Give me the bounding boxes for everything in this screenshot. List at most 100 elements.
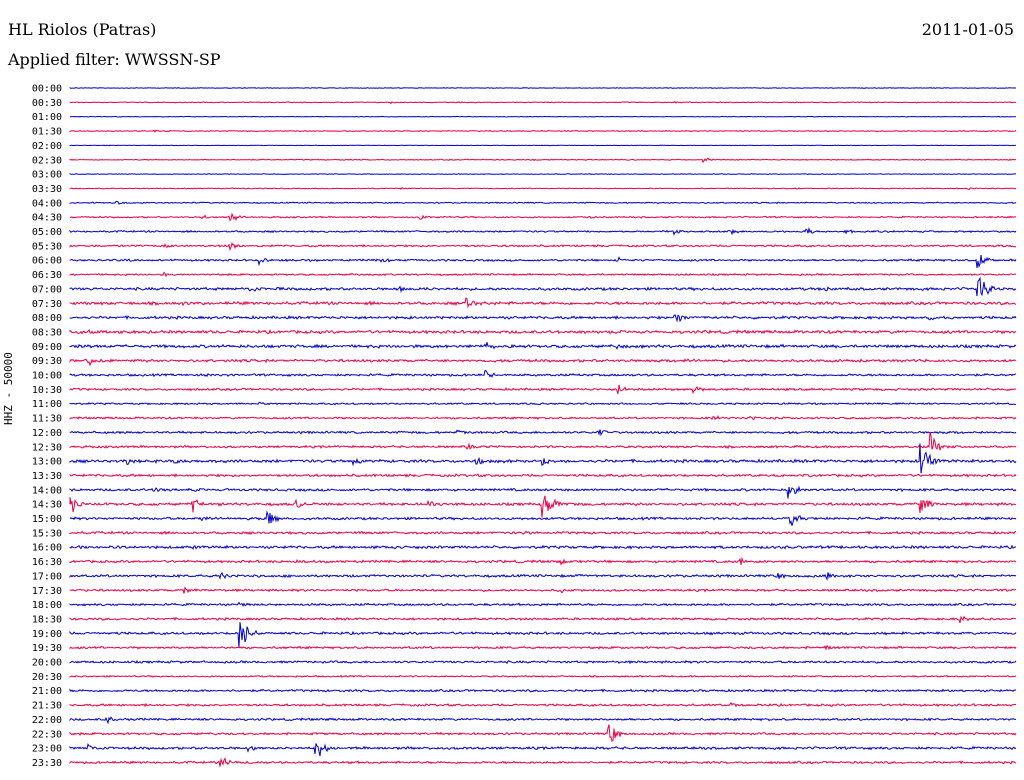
trace-line — [69, 586, 1017, 594]
tick-label: 10:30 — [32, 385, 62, 396]
trace-line — [69, 314, 1017, 323]
trace-line — [69, 297, 1017, 309]
trace-line — [69, 716, 1016, 725]
filter-label: Applied filter: WWSSN-SP — [8, 50, 221, 69]
trace-line — [69, 530, 1016, 536]
tick-label: 23:00 — [32, 744, 62, 755]
trace-line — [69, 401, 1017, 406]
trace-line — [69, 384, 1017, 395]
trace-line — [69, 226, 1017, 236]
tick-label: 18:30 — [32, 614, 62, 625]
tick-label: 03:00 — [32, 170, 62, 181]
trace-line — [69, 622, 1017, 648]
tick-label: 09:30 — [32, 356, 62, 367]
tick-label: 20:30 — [32, 672, 62, 683]
trace-line — [69, 544, 1017, 550]
tick-label: 11:30 — [32, 414, 62, 425]
trace-line — [69, 510, 1017, 526]
trace-line — [69, 431, 1017, 451]
trace-line — [69, 556, 1017, 566]
trace-line — [69, 173, 1017, 175]
tick-label: 01:30 — [32, 127, 62, 138]
tick-label: 23:30 — [32, 758, 62, 769]
trace-line — [69, 659, 1017, 665]
tick-label: 14:00 — [32, 485, 62, 496]
trace-line — [69, 370, 1017, 378]
tick-label: 22:30 — [32, 729, 62, 740]
tick-label: 07:30 — [32, 299, 62, 310]
trace-line — [69, 200, 1017, 205]
trace-line — [69, 742, 1017, 757]
tick-label: 00:30 — [32, 98, 62, 109]
tick-label: 18:00 — [32, 600, 62, 611]
trace-line — [69, 701, 1017, 708]
tick-label: 05:30 — [32, 241, 62, 252]
trace-group — [69, 87, 1017, 767]
trace-line — [69, 87, 1016, 89]
trace-line — [69, 100, 1017, 105]
tick-label: 07:00 — [32, 284, 62, 295]
tick-label: 05:00 — [32, 227, 62, 238]
trace-line — [69, 242, 1017, 252]
trace-line — [69, 414, 1017, 421]
trace-line — [69, 342, 1017, 350]
trace-line — [69, 129, 1017, 133]
trace-line — [69, 674, 1017, 679]
tick-label: 22:00 — [32, 715, 62, 726]
tick-label: 08:00 — [32, 313, 62, 324]
trace-line — [69, 443, 1017, 474]
tick-label: 06:30 — [32, 270, 62, 281]
tick-label: 15:30 — [32, 528, 62, 539]
tick-label: 16:00 — [32, 543, 62, 554]
tick-label: 19:30 — [32, 643, 62, 654]
tick-label: 08:30 — [32, 327, 62, 338]
trace-line — [69, 757, 1017, 767]
trace-line — [69, 688, 1017, 693]
trace-line — [69, 495, 1017, 518]
trace-line — [69, 644, 1017, 651]
trace-line — [69, 429, 1017, 437]
tick-label: 04:00 — [32, 198, 62, 209]
tick-label: 16:30 — [32, 557, 62, 568]
trace-line — [69, 615, 1017, 624]
trace-line — [69, 473, 1017, 478]
trace-line — [69, 329, 1016, 335]
tick-label: 02:00 — [32, 141, 62, 152]
tick-label: 15:00 — [32, 514, 62, 525]
trace-line — [69, 187, 1017, 191]
tick-label: 17:00 — [32, 571, 62, 582]
tick-label: 10:00 — [32, 371, 62, 382]
trace-line — [69, 115, 1017, 118]
tick-label: 19:00 — [32, 629, 62, 640]
tick-label: 04:30 — [32, 213, 62, 224]
tick-label: 06:00 — [32, 256, 62, 267]
trace-line — [69, 485, 1017, 499]
trace-line — [69, 255, 1017, 269]
tick-label: 17:30 — [32, 586, 62, 597]
tick-label: 20:00 — [32, 658, 62, 669]
tick-label: 14:30 — [32, 500, 62, 511]
tick-label: 01:00 — [32, 112, 62, 123]
tick-label: 00:00 — [32, 84, 62, 95]
trace-line — [69, 571, 1017, 581]
tick-label: 11:00 — [32, 399, 62, 410]
trace-line — [69, 157, 1017, 164]
trace-line — [69, 212, 1017, 222]
tick-label: 13:30 — [32, 471, 62, 482]
date-label: 2011-01-05 — [921, 20, 1014, 39]
tick-label: 21:00 — [32, 686, 62, 697]
tick-label: 02:30 — [32, 155, 62, 166]
tick-label: 09:00 — [32, 342, 62, 353]
trace-line — [69, 144, 1017, 147]
trace-line — [69, 271, 1017, 278]
tick-label: 12:30 — [32, 442, 62, 453]
trace-line — [69, 724, 1017, 743]
tick-label: 13:00 — [32, 457, 62, 468]
tick-label-group: 00:00 00:30 01:00 01:30 02:00 02:30 03:00 03:30… — [32, 84, 62, 769]
trace-line — [69, 358, 1017, 367]
station-title: HL Riolos (Patras) — [8, 20, 157, 39]
trace-line — [69, 276, 1017, 297]
trace-line — [69, 601, 1017, 607]
tick-label: 03:30 — [32, 184, 62, 195]
